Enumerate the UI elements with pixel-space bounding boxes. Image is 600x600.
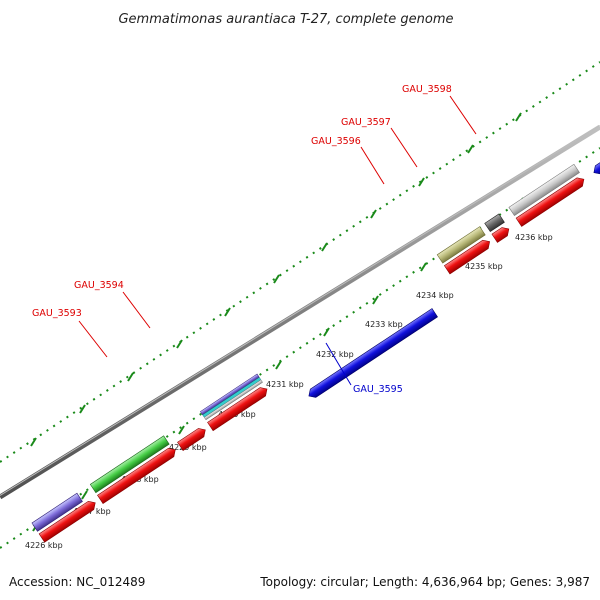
cds-arrow[interactable] (177, 426, 209, 451)
cds-arrow-gau-3593[interactable] (207, 385, 270, 432)
cds-arrow-gau-3597[interactable] (491, 225, 512, 243)
cds-arrow-gau-3595[interactable] (306, 308, 438, 401)
kbp-label: 4232 kbp (316, 350, 354, 359)
map-title: Gemmatimonas aurantiaca T-27, complete g… (118, 12, 453, 27)
ruler-ticks (30, 112, 524, 532)
gene-labels: GAU_3593 GAU_3594 GAU_3595 GAU_3596 GAU_… (32, 84, 452, 395)
right-edge-features (591, 113, 600, 176)
feature-block[interactable] (31, 492, 83, 532)
cds-arrow-gau-3598[interactable] (515, 175, 587, 227)
cds-arrow-gau-3596[interactable] (443, 237, 492, 275)
forward-guide-line (0, 61, 600, 463)
kbp-label: 4227 kbp (73, 507, 111, 516)
feature-block-gau-3594c[interactable] (203, 379, 263, 421)
feature-block-gau-3597[interactable] (484, 213, 505, 233)
gene-label-gau-3597[interactable]: GAU_3597 (341, 117, 391, 128)
kbp-label: 4231 kbp (266, 380, 304, 389)
gene-label-gau-3596[interactable]: GAU_3596 (311, 136, 361, 147)
cds-arrow[interactable] (38, 499, 98, 543)
genome-backbone (0, 124, 600, 500)
kbp-label: 4235 kbp (465, 262, 503, 271)
cds-arrow[interactable] (97, 446, 178, 504)
kbp-label: 4226 kbp (25, 541, 63, 550)
kbp-label: 4236 kbp (515, 233, 553, 242)
genome-summary-text: Topology: circular; Length: 4,636,964 bp… (259, 575, 590, 589)
gene-label-gau-3595[interactable]: GAU_3595 (353, 384, 403, 395)
gene-label-gau-3593[interactable]: GAU_3593 (32, 308, 82, 319)
reverse-cds-track (306, 308, 438, 401)
gene-label-gau-3598[interactable]: GAU_3598 (402, 84, 452, 95)
label-leaders (78, 95, 477, 386)
accession-text: Accession: NC_012489 (9, 575, 145, 589)
gene-label-gau-3594[interactable]: GAU_3594 (74, 280, 124, 291)
feature-block-gau-3596[interactable] (436, 226, 486, 264)
cds-arrow[interactable] (591, 113, 600, 176)
kbp-label: 4234 kbp (416, 291, 454, 300)
feature-block-gau-3598[interactable] (508, 163, 580, 217)
feature-block[interactable] (89, 435, 170, 494)
forward-cds-track (38, 175, 587, 543)
feature-layer (31, 113, 600, 543)
feature-track-upper (31, 163, 580, 532)
kbp-label: 4233 kbp (365, 320, 403, 329)
